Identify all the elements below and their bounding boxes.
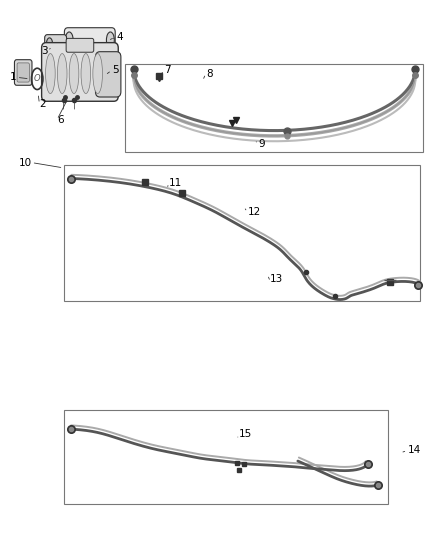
Ellipse shape (106, 32, 114, 48)
FancyBboxPatch shape (45, 35, 67, 53)
Ellipse shape (69, 54, 79, 94)
Text: 5: 5 (112, 66, 118, 75)
Bar (64, 165, 420, 301)
Text: 3: 3 (41, 46, 47, 55)
FancyBboxPatch shape (14, 60, 32, 85)
Text: 4: 4 (116, 33, 123, 42)
Ellipse shape (46, 38, 53, 50)
Text: 13: 13 (269, 274, 283, 284)
Ellipse shape (93, 54, 102, 94)
FancyBboxPatch shape (42, 43, 118, 101)
Ellipse shape (65, 32, 73, 48)
Ellipse shape (46, 54, 55, 94)
Text: 15: 15 (239, 430, 252, 439)
FancyBboxPatch shape (66, 38, 94, 52)
Text: 8: 8 (206, 69, 212, 78)
Text: 12: 12 (247, 207, 261, 217)
Text: 11: 11 (169, 178, 182, 188)
FancyBboxPatch shape (95, 52, 121, 97)
FancyBboxPatch shape (64, 28, 115, 52)
FancyBboxPatch shape (17, 63, 29, 82)
Text: 2: 2 (39, 99, 46, 109)
Text: 6: 6 (57, 115, 64, 125)
Text: 10: 10 (18, 158, 32, 167)
Text: 14: 14 (407, 446, 420, 455)
Text: O: O (34, 75, 41, 83)
Bar (125, 64, 423, 152)
Text: 7: 7 (164, 66, 171, 75)
Bar (64, 410, 388, 504)
Ellipse shape (81, 54, 91, 94)
Text: 9: 9 (258, 139, 265, 149)
Text: 1: 1 (10, 72, 17, 82)
Ellipse shape (57, 54, 67, 94)
